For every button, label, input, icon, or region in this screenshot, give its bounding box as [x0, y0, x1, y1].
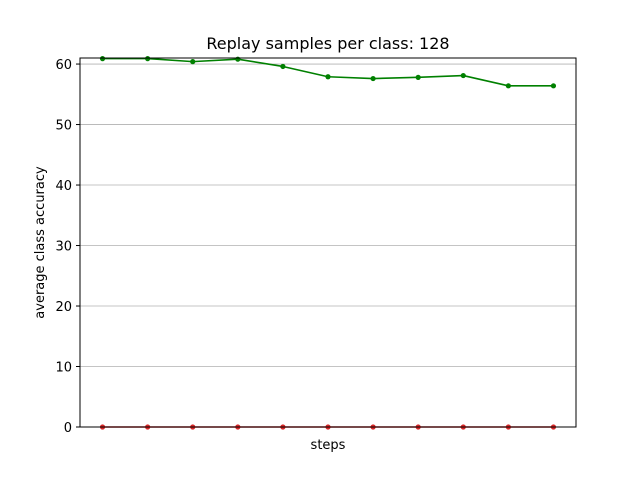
y-tick-label: 50: [55, 119, 72, 134]
plot-area-frame: [79, 57, 577, 428]
series-1-point: [415, 74, 421, 80]
y-tick-label: 30: [55, 240, 72, 255]
y-axis-label: average class accuracy: [33, 166, 48, 319]
y-axis-ticks: 0 10 20 30 40 50 60: [55, 58, 80, 436]
series-1-point: [145, 56, 151, 62]
series-1-point: [190, 59, 196, 65]
y-tick-label: 0: [64, 421, 72, 436]
y-tick-label: 60: [55, 58, 72, 73]
series-1-point: [505, 83, 511, 89]
chart-title: Replay samples per class: 128: [206, 34, 449, 53]
series-1-point: [325, 74, 331, 80]
series-1-point: [370, 75, 376, 82]
series-1-point: [235, 56, 241, 62]
series-1-point: [99, 56, 106, 62]
y-tick-label: 40: [55, 179, 72, 194]
y-tick-label: 10: [55, 361, 72, 376]
series-1-point: [280, 63, 286, 70]
series-1-point: [550, 83, 557, 89]
series-1-point: [460, 72, 466, 79]
x-axis-label: steps: [311, 438, 346, 453]
grid-lines: [80, 63, 576, 367]
y-tick-label: 20: [55, 300, 72, 315]
